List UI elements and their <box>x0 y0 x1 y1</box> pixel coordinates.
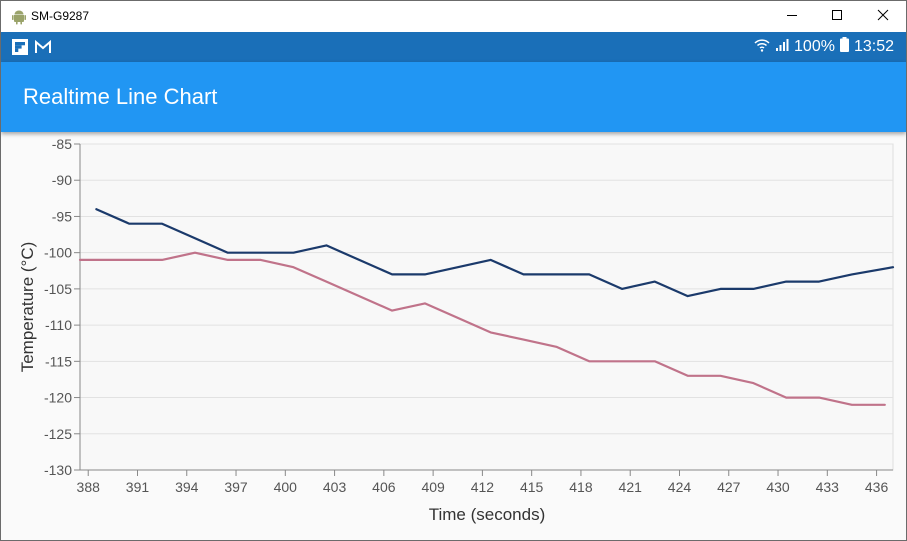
android-status-bar: 100% 13:52 <box>1 32 906 62</box>
chart-grid <box>79 143 894 471</box>
y-tick-label: -95 <box>52 208 72 224</box>
x-tick-label: 391 <box>126 479 150 495</box>
android-icon <box>11 9 27 25</box>
line-chart: -85 -90 -95 -100 -105 -110 -115 -120 -125 -130 388… <box>18 136 895 524</box>
flipboard-icon <box>12 39 28 60</box>
window-titlebar[interactable]: SM-G9287 <box>1 1 906 32</box>
y-tick-label: -110 <box>45 317 72 333</box>
x-tick-label: 394 <box>175 479 199 495</box>
x-tick-label: 397 <box>224 479 248 495</box>
x-tick-label: 424 <box>668 479 692 495</box>
x-tick-label: 421 <box>619 479 643 495</box>
app-bar: Realtime Line Chart <box>1 62 906 132</box>
chart-axes: -85 -90 -95 -100 -105 -110 -115 -120 -125 -130 388… <box>44 136 893 495</box>
maximize-button[interactable] <box>814 1 860 32</box>
x-tick-label: 388 <box>77 479 101 495</box>
y-axis-label: Temperature (°C) <box>18 242 37 373</box>
status-time: 13:52 <box>853 38 894 55</box>
x-tick-label: 433 <box>816 479 840 495</box>
gmail-icon <box>34 39 52 60</box>
signal-icon <box>775 38 789 57</box>
close-icon <box>877 8 889 26</box>
app-title: Realtime Line Chart <box>23 84 218 109</box>
y-tick-label: -125 <box>44 426 72 442</box>
x-tick-label: 415 <box>520 479 544 495</box>
x-tick-label: 427 <box>717 479 741 495</box>
minimize-icon <box>786 8 798 26</box>
x-tick-label: 403 <box>323 479 347 495</box>
x-tick-label: 406 <box>372 479 396 495</box>
y-tick-label: -90 <box>52 172 72 188</box>
minimize-button[interactable] <box>769 1 815 32</box>
y-tick-label: -115 <box>45 353 72 369</box>
y-tick-label: -120 <box>44 390 72 406</box>
battery-icon <box>839 37 849 57</box>
y-tick-label: -85 <box>52 136 72 152</box>
y-tick-label: -100 <box>44 245 72 261</box>
battery-percent: 100% <box>794 38 835 55</box>
chart-container: -85 -90 -95 -100 -105 -110 -115 -120 -125 -130 388… <box>1 134 906 540</box>
wifi-icon <box>754 38 770 57</box>
x-tick-label: 412 <box>471 479 495 495</box>
x-tick-label: 418 <box>569 479 593 495</box>
plot-background <box>79 143 894 471</box>
maximize-icon <box>831 8 843 26</box>
y-tick-label: -130 <box>44 462 72 478</box>
series-line-2 <box>78 251 886 406</box>
close-button[interactable] <box>860 1 906 32</box>
series-line-1 <box>95 208 895 298</box>
x-tick-label: 436 <box>865 479 889 495</box>
x-tick-label: 430 <box>766 479 790 495</box>
x-tick-label: 400 <box>274 479 298 495</box>
y-tick-label: -105 <box>44 281 72 297</box>
x-tick-label: 409 <box>421 479 445 495</box>
chart-series <box>78 208 895 406</box>
window-title: SM-G9287 <box>31 9 90 23</box>
x-axis-label: Time (seconds) <box>429 505 546 524</box>
